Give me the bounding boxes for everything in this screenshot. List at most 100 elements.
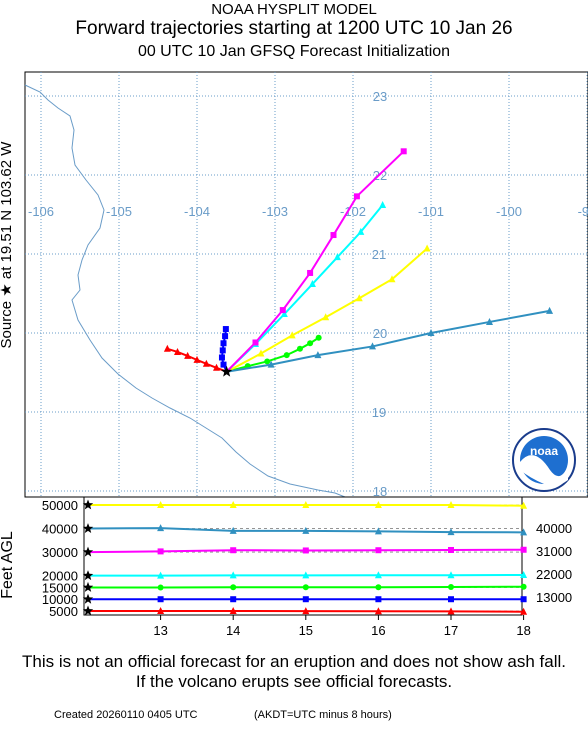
height-point xyxy=(157,501,165,508)
trajectory-point xyxy=(257,349,265,357)
trajectory-point xyxy=(218,354,225,361)
trajectory-paths xyxy=(163,148,554,377)
trajectory-point xyxy=(222,333,229,340)
trajectory-point xyxy=(357,227,365,235)
created-timestamp: Created 20260110 0405 UTC xyxy=(54,709,198,721)
height-left-label: 50000 xyxy=(42,498,78,513)
trajectory-point xyxy=(267,360,275,368)
height-point xyxy=(375,584,382,591)
trajectory-point xyxy=(163,344,171,352)
latitude-label: 23 xyxy=(373,89,387,104)
disclaimer-text: This is not an official forecast for an … xyxy=(22,652,566,691)
longitude-label: -103 xyxy=(262,204,288,219)
height-point xyxy=(229,526,237,534)
height-point xyxy=(520,607,528,615)
latitude-label: 20 xyxy=(373,326,387,341)
height-point xyxy=(302,571,310,579)
trajectory-point xyxy=(314,351,322,359)
noaa-logo-text: noaa xyxy=(530,444,558,458)
start-star-icon xyxy=(82,570,94,581)
height-point xyxy=(520,570,528,578)
trajectory-point xyxy=(315,334,322,341)
height-point xyxy=(374,571,382,579)
height-right-label: 31000 xyxy=(536,544,572,559)
trajectory-point xyxy=(220,340,227,347)
height-point xyxy=(375,547,382,554)
height-point xyxy=(447,528,455,536)
height-point xyxy=(302,607,310,615)
height-point xyxy=(447,571,455,579)
height-point xyxy=(302,596,309,603)
height-point xyxy=(229,607,237,614)
trajectory-point xyxy=(307,340,314,347)
trajectory-point xyxy=(193,355,201,363)
height-point xyxy=(229,571,237,579)
height-right-label: 40000 xyxy=(536,521,572,536)
height-point xyxy=(375,596,382,603)
trajectory-point xyxy=(283,352,290,359)
trajectory-point xyxy=(279,307,286,314)
height-left-label: 10000 xyxy=(42,592,78,607)
longitude-label: -106 xyxy=(28,204,54,219)
start-star-icon xyxy=(82,605,94,616)
trajectory-point xyxy=(222,326,229,333)
longitude-label: -101 xyxy=(418,204,444,219)
map-frame xyxy=(24,71,588,498)
longitude-label: -100 xyxy=(496,204,522,219)
height-point xyxy=(448,583,454,590)
trajectory-point xyxy=(353,193,360,200)
height-point xyxy=(447,607,455,615)
forecast-init-title: 00 UTC 10 Jan GFSQ Forecast Initializati… xyxy=(137,43,451,60)
height-point xyxy=(302,501,310,508)
latitude-label: 21 xyxy=(372,247,386,262)
latitude-label: 18 xyxy=(373,484,387,499)
height-left-label: 20000 xyxy=(42,569,78,584)
trajectory-point xyxy=(369,342,376,350)
trajectory-point xyxy=(288,331,296,339)
start-star-icon xyxy=(82,581,94,592)
height-point xyxy=(448,546,454,553)
trajectory-point xyxy=(220,361,227,368)
time-label: 16 xyxy=(371,623,385,638)
latitude-label: 19 xyxy=(372,405,386,420)
trajectory-point xyxy=(202,359,210,367)
map-grid xyxy=(25,72,588,497)
coastline xyxy=(24,84,346,498)
time-label: 18 xyxy=(516,623,530,638)
height-point xyxy=(302,547,309,554)
time-label: 14 xyxy=(226,623,240,638)
source-location-label: Source ★ at 19.51 N 103.62 W xyxy=(0,142,15,349)
height-point xyxy=(302,584,309,591)
trajectory-point xyxy=(280,310,288,318)
height-panel-frame xyxy=(83,496,523,616)
height-left-label: 5000 xyxy=(49,604,78,619)
height-point xyxy=(447,501,455,508)
start-star-icon xyxy=(82,523,94,533)
height-point xyxy=(520,596,527,603)
trajectory-point xyxy=(184,351,192,359)
longitude-label: -105 xyxy=(106,204,132,219)
height-point xyxy=(448,596,454,603)
height-point xyxy=(229,501,237,508)
start-star-icon xyxy=(82,593,94,604)
trajectory-point xyxy=(296,345,303,352)
trajectory-point xyxy=(330,232,337,239)
height-point xyxy=(520,583,527,590)
trajectory-point xyxy=(486,317,493,325)
start-star-icon xyxy=(82,499,94,510)
run-title: Forward trajectories starting at 1200 UT… xyxy=(75,18,513,39)
time-label: 17 xyxy=(444,623,458,638)
trajectory-point xyxy=(322,313,330,321)
start-star-icon xyxy=(82,546,94,557)
trajectory-point xyxy=(264,358,271,365)
height-axis-label: Feet AGL xyxy=(0,531,16,599)
trajectory-point xyxy=(355,294,363,302)
height-right-label: 13000 xyxy=(536,590,572,605)
trajectory-point xyxy=(388,275,396,283)
height-point xyxy=(157,524,165,532)
trajectory-point xyxy=(379,201,387,209)
trajectory-point xyxy=(308,280,316,288)
